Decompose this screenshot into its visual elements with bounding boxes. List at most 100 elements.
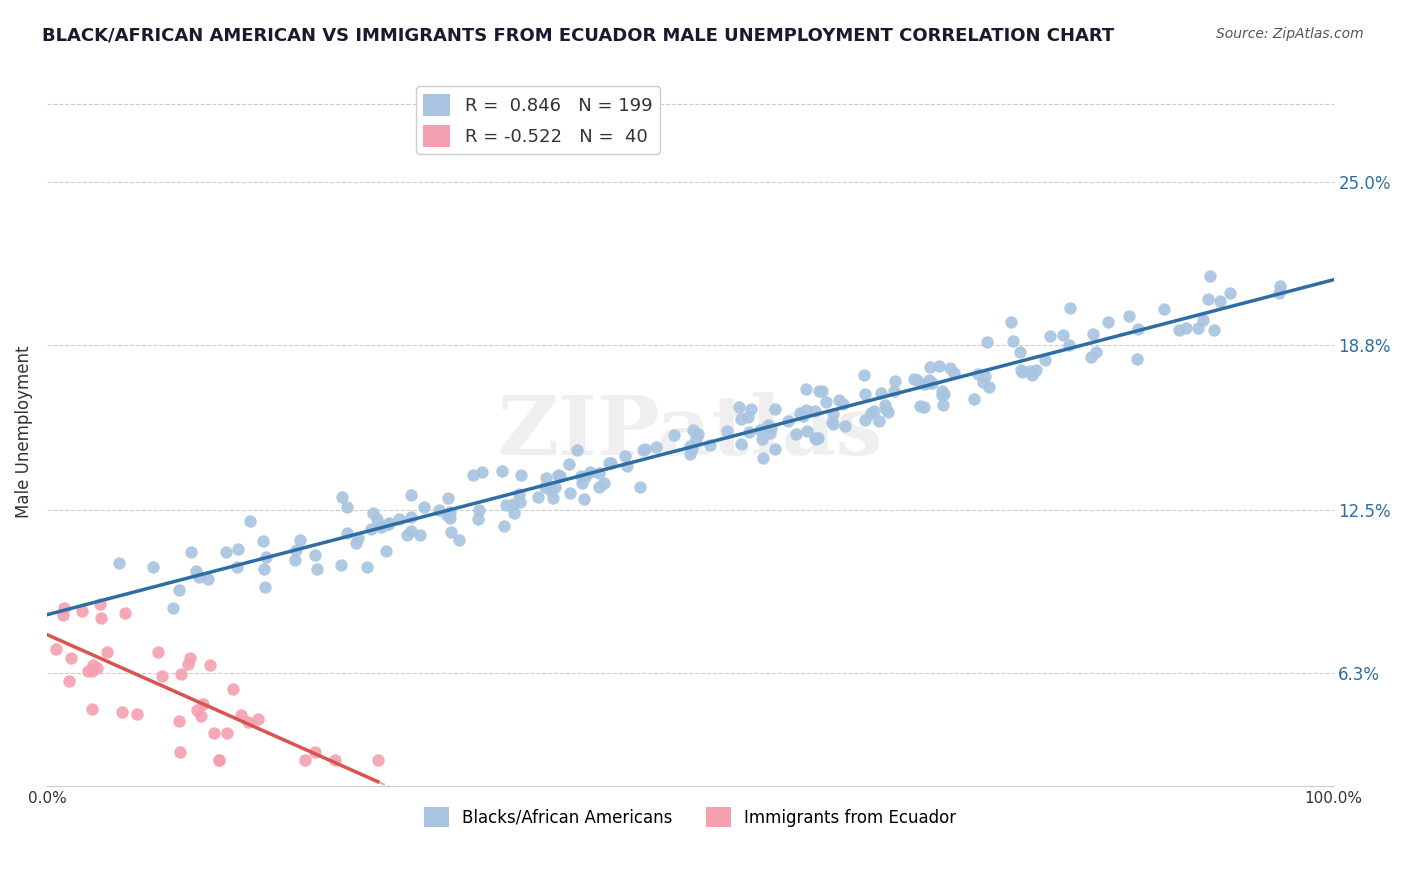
Point [730, 411, 752, 425]
Point [853, 387, 876, 401]
Point [728, 400, 751, 414]
Point [973, 368, 995, 383]
Point [436, 508, 458, 523]
Point [177, 657, 200, 672]
Point [197, 572, 219, 586]
Point [592, 475, 614, 490]
Point [1010, 363, 1032, 377]
Point [565, 443, 588, 458]
Point [759, 425, 782, 440]
Point [80, 664, 103, 678]
Point [571, 475, 593, 490]
Point [336, 526, 359, 541]
Point [628, 480, 651, 494]
Point [588, 467, 610, 481]
Point [190, 709, 212, 723]
Point [751, 432, 773, 446]
Point [977, 380, 1000, 394]
Point [114, 607, 136, 621]
Point [229, 708, 252, 723]
Point [150, 669, 173, 683]
Point [534, 480, 557, 494]
Point [427, 503, 450, 517]
Point [347, 531, 370, 545]
Point [186, 703, 208, 717]
Point [574, 469, 596, 483]
Point [52, 600, 75, 615]
Point [399, 524, 422, 538]
Point [1167, 323, 1189, 337]
Point [526, 491, 548, 505]
Point [471, 466, 494, 480]
Point [763, 442, 786, 457]
Point [883, 374, 905, 388]
Point [821, 415, 844, 429]
Point [905, 373, 928, 387]
Point [502, 506, 524, 520]
Y-axis label: Male Unemployment: Male Unemployment [15, 345, 32, 518]
Point [198, 658, 221, 673]
Point [875, 401, 897, 416]
Text: ZIPatlas: ZIPatlas [498, 392, 883, 472]
Point [883, 384, 905, 399]
Point [543, 491, 565, 505]
Point [254, 549, 277, 564]
Point [252, 534, 274, 549]
Point [631, 442, 654, 457]
Point [1084, 345, 1107, 359]
Point [86, 660, 108, 674]
Point [1118, 309, 1140, 323]
Point [869, 386, 891, 401]
Point [1080, 351, 1102, 365]
Point [52, 608, 75, 623]
Point [1001, 334, 1024, 348]
Point [853, 368, 876, 383]
Point [502, 497, 524, 511]
Point [323, 753, 346, 767]
Point [170, 667, 193, 681]
Point [377, 517, 399, 532]
Point [184, 564, 207, 578]
Point [912, 400, 935, 414]
Point [494, 518, 516, 533]
Point [82, 701, 104, 715]
Point [108, 556, 131, 570]
Point [548, 468, 571, 483]
Point [399, 488, 422, 502]
Point [738, 425, 761, 440]
Point [778, 414, 800, 428]
Point [361, 506, 384, 520]
Point [162, 601, 184, 615]
Point [863, 404, 886, 418]
Point [191, 697, 214, 711]
Point [304, 745, 326, 759]
Point [789, 406, 811, 420]
Point [388, 512, 411, 526]
Point [910, 399, 932, 413]
Point [759, 420, 782, 434]
Point [169, 582, 191, 597]
Point [330, 558, 353, 573]
Point [1187, 321, 1209, 335]
Point [284, 553, 307, 567]
Point [1268, 279, 1291, 293]
Point [468, 502, 491, 516]
Point [125, 706, 148, 721]
Point [730, 437, 752, 451]
Point [1209, 294, 1232, 309]
Point [1019, 364, 1042, 378]
Point [877, 404, 900, 418]
Point [90, 611, 112, 625]
Point [495, 499, 517, 513]
Point [461, 467, 484, 482]
Point [89, 597, 111, 611]
Point [1219, 285, 1241, 300]
Point [412, 500, 434, 514]
Point [1033, 353, 1056, 368]
Point [806, 432, 828, 446]
Point [682, 423, 704, 437]
Point [547, 468, 569, 483]
Point [749, 423, 772, 437]
Point [1268, 285, 1291, 300]
Point [645, 441, 668, 455]
